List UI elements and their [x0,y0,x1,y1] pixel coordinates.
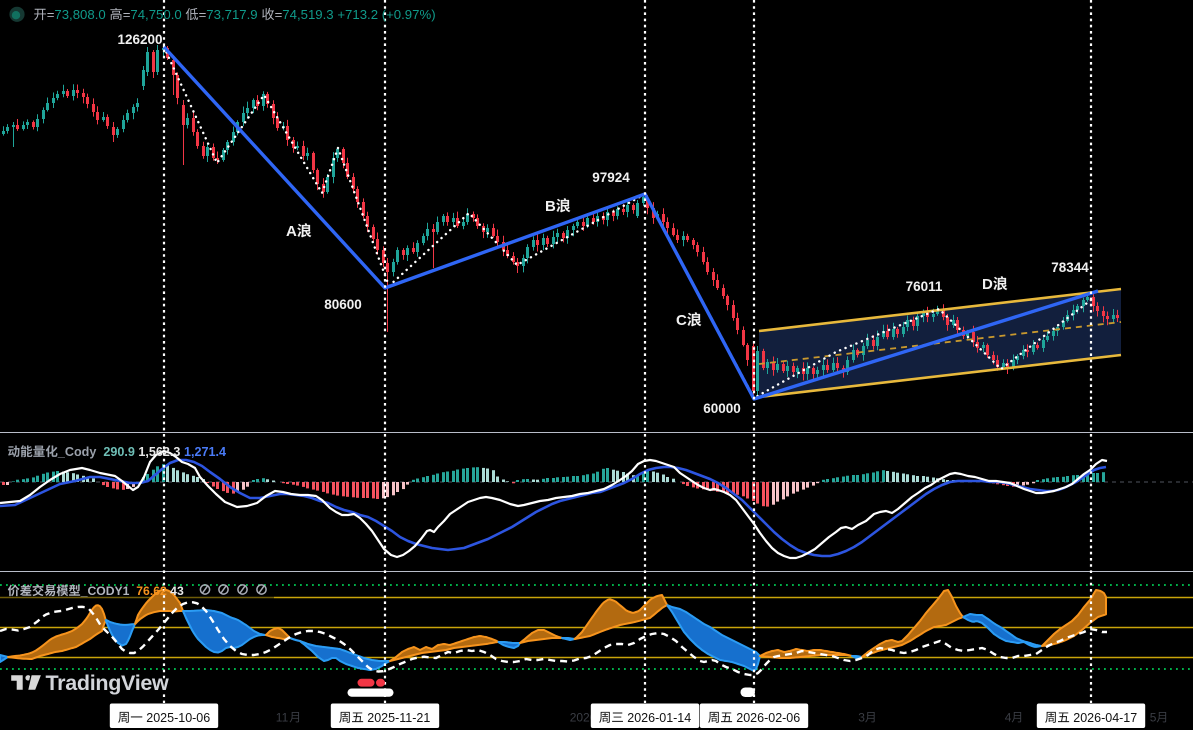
svg-text:76.62: 76.62 [130,584,167,598]
svg-text:=: = [275,7,283,22]
svg-text:73,808.0: 73,808.0 [54,7,105,22]
svg-text:2026: 2026 [570,711,597,725]
svg-text:74,750.0: 74,750.0 [130,7,181,22]
svg-text:290.9: 290.9 [96,445,135,459]
svg-text:=: = [123,7,131,22]
svg-text:4: 4 [1005,711,1012,725]
svg-text:2026-02-06: 2026-02-06 [733,711,800,725]
svg-text:=: = [47,7,55,22]
svg-text:=: = [199,7,207,22]
svg-text:2026-04-17: 2026-04-17 [1070,711,1137,725]
svg-text:2025-10-06: 2025-10-06 [143,711,210,725]
svg-text:_Cody: _Cody [57,445,97,459]
svg-text:43: 43 [167,584,184,598]
svg-text:76011: 76011 [906,279,943,294]
svg-text:97924: 97924 [592,170,630,185]
svg-text:B: B [545,198,556,215]
svg-text:5: 5 [1150,711,1157,725]
svg-text:73,717.9: 73,717.9 [206,7,257,22]
svg-text:2025-11-21: 2025-11-21 [364,711,431,725]
svg-text:1,562.3: 1,562.3 [135,445,181,459]
svg-text:74,519.3: 74,519.3 [282,7,333,22]
svg-text:_CODY1: _CODY1 [80,584,130,598]
svg-text:126200: 126200 [117,32,162,47]
svg-text:1,271.4: 1,271.4 [181,445,227,459]
svg-text:C: C [676,312,687,329]
svg-text:A: A [286,223,297,240]
svg-text:11: 11 [276,711,289,725]
svg-text:2026-01-14: 2026-01-14 [624,711,691,725]
svg-text:+713.2 (+0.97%): +713.2 (+0.97%) [334,7,436,22]
svg-text:TradingView: TradingView [46,671,170,695]
svg-text:D: D [982,276,993,293]
svg-text:80600: 80600 [324,297,362,312]
svg-text:3: 3 [858,711,865,725]
svg-text:78344: 78344 [1051,260,1089,275]
svg-text:60000: 60000 [703,401,741,416]
